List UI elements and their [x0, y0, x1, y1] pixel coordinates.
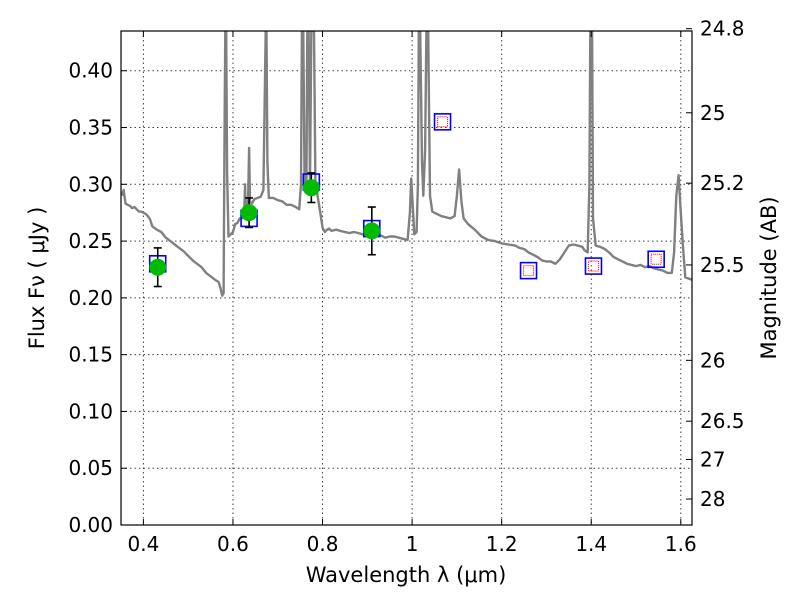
y-axis-label: Flux Fν ( μJy ): [25, 207, 49, 350]
x-axis-label: Wavelength λ (μm): [306, 563, 507, 587]
observed-flux-point: [149, 258, 167, 276]
observed-flux-point: [240, 204, 258, 222]
observed-flux-point: [363, 222, 381, 240]
right-axis-label: Magnitude (AB): [757, 196, 781, 359]
right-tick-label: 26.5: [700, 409, 745, 433]
x-tick-label: 1: [406, 532, 419, 556]
model-band-square: [584, 257, 603, 275]
y-tick-label: 0.15: [68, 343, 113, 367]
model-band-inner-square: [650, 253, 662, 265]
right-tick-label: 26: [700, 348, 725, 372]
right-tick-label: 28: [700, 487, 725, 511]
y-tick-label: 0.40: [68, 59, 113, 83]
x-tick-label: 1.6: [665, 532, 697, 556]
x-tick-label: 0.4: [127, 532, 159, 556]
x-tick-label: 1.2: [486, 532, 518, 556]
right-tick-labels: 24.8 25 25.2 25.5 26 26.5 27 28: [686, 17, 745, 511]
plot-frame: [120, 30, 693, 526]
marker-layer: [148, 113, 665, 288]
right-tick-label: 25.2: [700, 171, 745, 195]
y-tick-label: 0.05: [68, 456, 113, 480]
x-tick-label: 1.4: [575, 532, 607, 556]
model-band-square: [647, 250, 665, 269]
y-tick-label: 0.35: [68, 116, 113, 140]
model-spectrum-line: [121, 31, 692, 297]
x-tick-labels: 0.4 0.6 0.8 1 1.2 1.4 1.6: [127, 31, 697, 556]
y-tick-label: 0.00: [68, 513, 113, 537]
model-band-square: [433, 113, 452, 131]
y-tick-label: 0.10: [68, 399, 113, 423]
grid-lines: [121, 31, 692, 525]
model-band-square: [519, 261, 538, 280]
x-tick-label: 0.6: [217, 532, 249, 556]
observed-flux-point: [302, 179, 320, 197]
right-tick-label: 25: [700, 101, 725, 125]
spectrum-layer: [121, 31, 692, 297]
y-tick-labels: 0.00 0.05 0.10 0.15 0.20 0.25 0.30 0.35 0.40: [68, 59, 127, 537]
y-tick-label: 0.25: [68, 229, 113, 253]
model-band-inner-square: [437, 116, 449, 128]
x-tick-label: 0.8: [307, 532, 339, 556]
y-tick-label: 0.20: [68, 286, 113, 310]
model-band-inner-square: [587, 260, 600, 272]
right-tick-label: 27: [700, 447, 725, 471]
y-tick-label: 0.30: [68, 172, 113, 196]
right-tick-label: 25.5: [700, 253, 745, 277]
right-tick-label: 24.8: [700, 17, 745, 41]
model-band-inner-square: [522, 265, 535, 277]
